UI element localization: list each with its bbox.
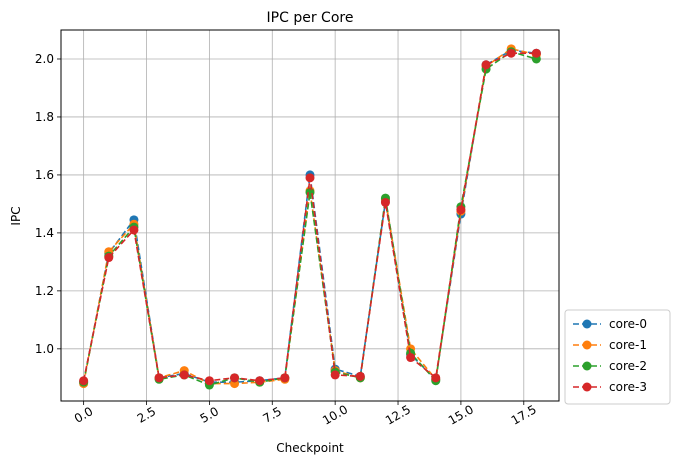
- legend: core-0 core-1 core-2 core-3: [564, 309, 671, 405]
- data-point: [380, 197, 390, 207]
- legend-label: core-1: [609, 338, 647, 352]
- legend-marker: [582, 319, 592, 329]
- grid: [61, 30, 559, 401]
- data-point: [179, 370, 189, 380]
- data-point: [305, 173, 315, 183]
- legend-marker: [582, 340, 592, 350]
- y-tick-label: 1.4: [35, 226, 54, 240]
- data-point: [506, 48, 516, 58]
- series-core-3: [79, 48, 541, 386]
- legend-item: core-1: [573, 338, 647, 352]
- data-point: [305, 187, 315, 197]
- data-point: [355, 371, 365, 381]
- y-tick-label: 1.2: [35, 284, 54, 298]
- y-tick-label: 1.0: [35, 342, 54, 356]
- y-axis-label: IPC: [9, 206, 23, 225]
- data-point: [431, 373, 441, 383]
- plot-frame: [60, 29, 560, 402]
- data-point: [456, 205, 466, 215]
- y-tick-label: 1.6: [35, 168, 54, 182]
- series-layer: [79, 44, 541, 390]
- data-point: [79, 376, 89, 386]
- y-tick-label: 2.0: [35, 52, 54, 66]
- chart-title: IPC per Core: [267, 10, 354, 26]
- data-point: [406, 353, 416, 363]
- data-point: [230, 373, 240, 383]
- data-point: [531, 48, 541, 58]
- legend-label: core-0: [609, 317, 647, 331]
- data-point: [204, 376, 214, 386]
- data-point: [255, 376, 265, 386]
- data-point: [104, 253, 114, 263]
- legend-item: core-2: [573, 359, 647, 373]
- data-point: [280, 373, 290, 383]
- legend-item: core-3: [573, 380, 647, 394]
- legend-item: core-0: [573, 317, 647, 331]
- legend-box: [564, 309, 671, 405]
- x-axis-label: Checkpoint: [276, 441, 344, 455]
- data-point: [129, 225, 139, 235]
- legend-label: core-2: [609, 359, 647, 373]
- legend-marker: [582, 382, 592, 392]
- legend-marker: [582, 361, 592, 371]
- data-point: [154, 373, 164, 383]
- legend-label: core-3: [609, 380, 647, 394]
- y-tick-label: 1.8: [35, 110, 54, 124]
- data-point: [481, 60, 491, 70]
- data-point: [330, 370, 340, 380]
